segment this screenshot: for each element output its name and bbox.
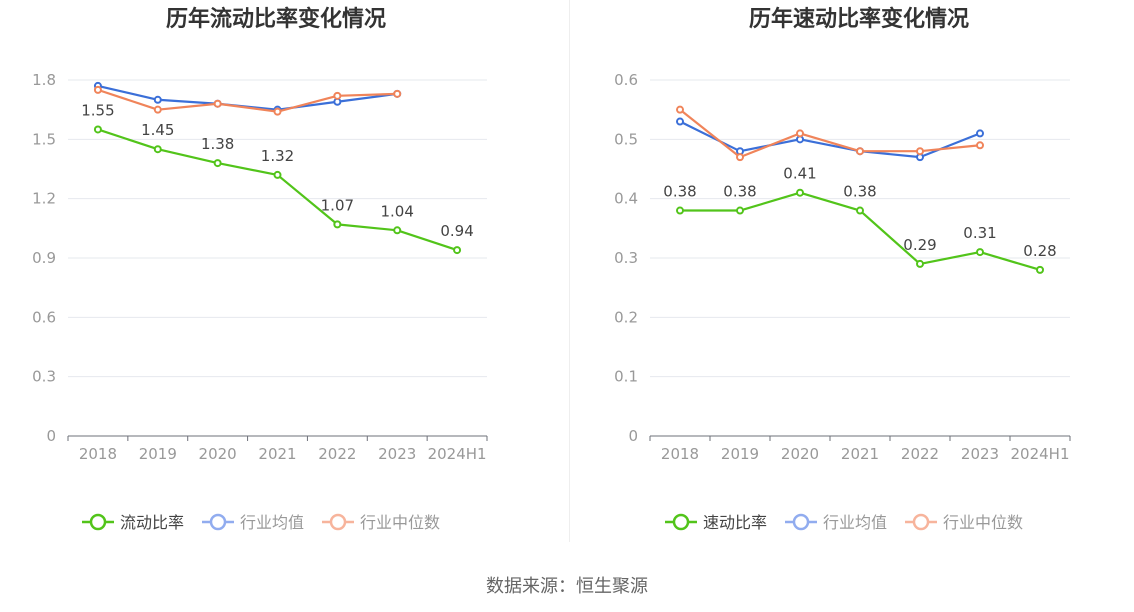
chart2-point-industry-median bbox=[856, 147, 864, 156]
chart2-x-tick-label: 2023 bbox=[961, 445, 999, 463]
chart2-x-tick-label: 2019 bbox=[721, 445, 759, 463]
chart1-data-label: 1.32 bbox=[261, 147, 294, 165]
chart1-y-tick-label: 0 bbox=[46, 427, 56, 445]
chart2-series-line-industry-median bbox=[679, 108, 981, 159]
chart2-y-tick-label: 0.6 bbox=[614, 71, 638, 89]
chart1-y-tick-label: 1.2 bbox=[32, 190, 56, 208]
chart2-point-main bbox=[916, 259, 924, 268]
chart2-data-label: 0.31 bbox=[963, 224, 996, 242]
chart2-x-tick-label: 2021 bbox=[841, 445, 879, 463]
chart1-point-industry-median bbox=[273, 107, 282, 116]
chart2-title: 历年速动比率变化情况 bbox=[749, 6, 969, 32]
chart1-data-label: 1.07 bbox=[321, 196, 354, 214]
chart1-point-industry-median bbox=[333, 91, 342, 100]
chart1-point-main bbox=[93, 125, 102, 134]
chart2-x-tick-label: 2020 bbox=[781, 445, 819, 463]
chart2-legend-main-icon bbox=[672, 513, 690, 531]
chart1-series-line-industry-median bbox=[97, 88, 398, 113]
chart2-point-industry-avg bbox=[976, 129, 984, 138]
chart2-data-label: 0.29 bbox=[903, 236, 936, 254]
chart1-y-tick-label: 0.3 bbox=[32, 368, 56, 386]
chart2-point-main bbox=[676, 206, 684, 215]
chart1-data-label: 1.04 bbox=[381, 202, 414, 220]
chart1-point-main bbox=[153, 145, 162, 154]
chart1-point-industry-median bbox=[93, 85, 102, 94]
chart1-legend-industry-avg-icon bbox=[209, 513, 227, 531]
chart2-legend-industry-median-icon bbox=[912, 513, 930, 531]
chart1-point-industry-median bbox=[213, 99, 222, 108]
chart1-legend-industry-median-label: 行业中位数 bbox=[360, 513, 440, 532]
chart1-point-main bbox=[333, 220, 342, 229]
chart1-y-tick-label: 0.6 bbox=[32, 308, 56, 326]
chart1-data-label: 1.45 bbox=[141, 121, 174, 139]
chart2-x-tick-label: 2024H1 bbox=[1011, 445, 1070, 463]
chart1-point-industry-median bbox=[153, 105, 162, 114]
chart2-point-main bbox=[736, 206, 744, 215]
chart2-legend-main-label: 速动比率 bbox=[703, 513, 767, 532]
chart2-point-industry-median bbox=[736, 153, 744, 162]
chart1-legend-industry-median-icon bbox=[329, 513, 347, 531]
chart2-y-tick-label: 0.3 bbox=[614, 249, 638, 267]
chart1-legend-main-label: 流动比率 bbox=[120, 513, 184, 532]
chart1-title: 历年流动比率变化情况 bbox=[166, 6, 386, 32]
chart1-legend-main-icon bbox=[89, 513, 107, 531]
chart2-point-industry-median bbox=[676, 105, 684, 114]
chart1-y-tick-label: 0.9 bbox=[32, 249, 56, 267]
chart2-point-main bbox=[976, 248, 984, 257]
chart2-data-label: 0.41 bbox=[783, 165, 816, 183]
chart2-point-main bbox=[796, 188, 804, 197]
chart2-point-main bbox=[1036, 265, 1044, 274]
chart2-y-tick-label: 0.2 bbox=[614, 308, 638, 326]
chart2-legend-industry-avg-icon bbox=[792, 513, 810, 531]
chart1-point-main bbox=[393, 226, 402, 235]
chart1-legend-industry-avg-label: 行业均值 bbox=[240, 513, 304, 532]
chart1-data-label: 1.38 bbox=[201, 135, 234, 153]
chart2-y-tick-label: 0.1 bbox=[614, 368, 638, 386]
chart2-legend-industry-median-label: 行业中位数 bbox=[943, 513, 1023, 532]
chart1-point-industry-avg bbox=[153, 95, 162, 104]
chart2-y-tick-label: 0 bbox=[628, 427, 638, 445]
chart1-x-tick-label: 2020 bbox=[199, 445, 237, 463]
chart1-y-tick-label: 1.8 bbox=[32, 71, 56, 89]
chart1-data-label: 0.94 bbox=[440, 222, 473, 240]
chart1-x-tick-label: 2022 bbox=[318, 445, 356, 463]
chart2-series-line-industry-avg bbox=[679, 120, 981, 159]
chart1-point-main bbox=[453, 246, 462, 255]
chart2-legend-industry-avg-label: 行业均值 bbox=[823, 513, 887, 532]
chart1-x-tick-label: 2019 bbox=[139, 445, 177, 463]
chart2-y-tick-label: 0.4 bbox=[614, 190, 638, 208]
data-source-note: 数据来源：恒生聚源 bbox=[486, 576, 648, 597]
chart2-point-industry-avg bbox=[676, 117, 684, 126]
chart2-point-industry-median bbox=[976, 141, 984, 150]
chart2-x-tick-label: 2018 bbox=[661, 445, 699, 463]
chart2-data-label: 0.38 bbox=[723, 183, 756, 201]
chart2-data-label: 0.28 bbox=[1023, 242, 1056, 260]
chart2-point-industry-median bbox=[796, 129, 804, 138]
chart2-x-tick-label: 2022 bbox=[901, 445, 939, 463]
chart1-x-tick-label: 2021 bbox=[258, 445, 296, 463]
chart1-point-main bbox=[213, 159, 222, 168]
chart1-point-industry-median bbox=[393, 89, 402, 98]
chart2-point-industry-median bbox=[916, 147, 924, 156]
chart2-data-label: 0.38 bbox=[843, 183, 876, 201]
chart2-y-tick-label: 0.5 bbox=[614, 130, 638, 148]
chart1-x-tick-label: 2024H1 bbox=[428, 445, 487, 463]
chart1-point-main bbox=[273, 170, 282, 179]
chart2-data-label: 0.38 bbox=[663, 183, 696, 201]
chart1-x-tick-label: 2018 bbox=[79, 445, 117, 463]
chart1-data-label: 1.55 bbox=[81, 101, 114, 119]
chart1-x-tick-label: 2023 bbox=[378, 445, 416, 463]
chart1-series-line-industry-avg bbox=[97, 84, 398, 111]
chart1-y-tick-label: 1.5 bbox=[32, 130, 56, 148]
chart2-point-main bbox=[856, 206, 864, 215]
